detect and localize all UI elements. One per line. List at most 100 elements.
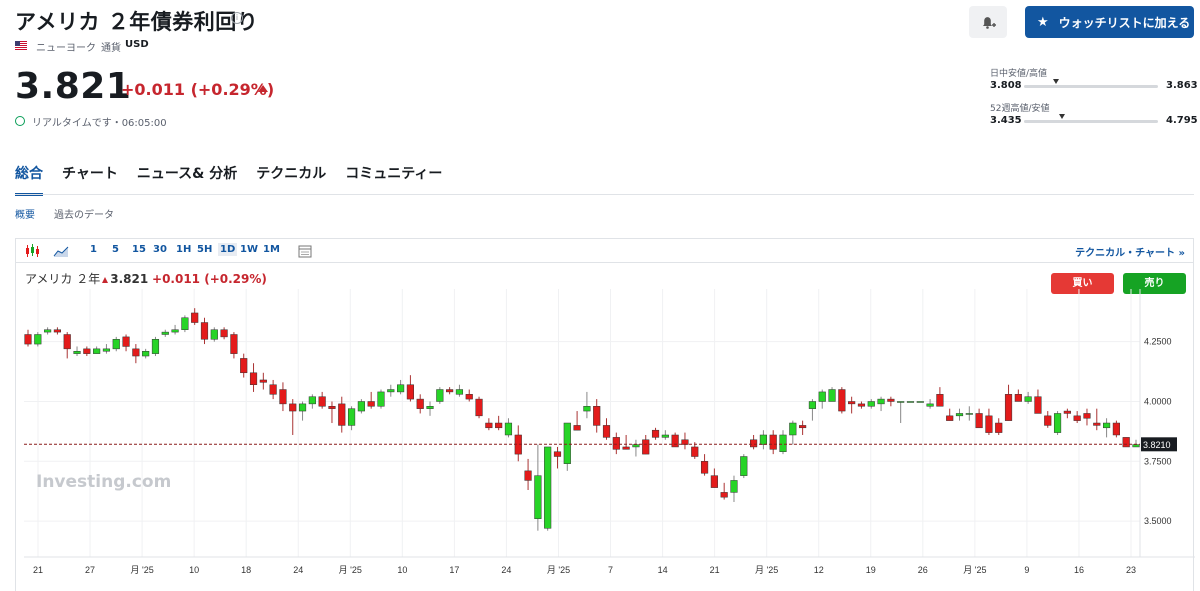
star-icon: ★ — [1037, 14, 1049, 30]
y-tick-label: 4.2500 — [1144, 337, 1172, 347]
tab-news[interactable]: ニュース& 分析 — [136, 166, 238, 182]
candle-body — [563, 422, 571, 464]
interval-1m[interactable]: 1M — [263, 244, 280, 255]
candle-body — [446, 389, 454, 393]
candle-body — [534, 475, 542, 519]
interval-15[interactable]: 15 — [132, 244, 146, 255]
candle-body — [426, 406, 434, 409]
x-tick-label: 24 — [501, 565, 511, 575]
candle-body — [789, 422, 797, 436]
page-title: アメリカ ２年債券利回り — [15, 10, 259, 34]
candle-body — [259, 379, 267, 383]
chart-price: 3.821 — [110, 272, 149, 286]
price-change: +0.011 (+0.29%) — [121, 80, 275, 99]
us-flag-icon — [15, 41, 27, 50]
alert-button[interactable] — [969, 6, 1007, 38]
technical-chart-link[interactable]: テクニカル・チャート » — [1075, 248, 1185, 259]
tab-overview[interactable]: 総合 — [15, 163, 43, 196]
chart-widget: 1 5 15 30 1H 5H 1D 1W 1M テクニカル・チャート » アメ… — [15, 238, 1195, 591]
candle-body — [691, 446, 699, 457]
candle-body — [1063, 410, 1071, 414]
candle-body — [298, 403, 307, 412]
x-tick-label: 14 — [658, 565, 668, 575]
candle-body — [524, 470, 532, 481]
candle-body — [1132, 444, 1140, 448]
interval-30[interactable]: 30 — [153, 244, 167, 255]
candle-body — [818, 391, 826, 402]
x-tick-label: 10 — [397, 565, 407, 575]
x-tick-label: 26 — [918, 565, 928, 575]
candlestick-type-icon[interactable] — [24, 244, 40, 258]
candle-body — [455, 389, 464, 395]
buy-button[interactable]: 買い — [1051, 273, 1114, 294]
candle-body — [877, 398, 885, 405]
tab-chart[interactable]: チャート — [62, 166, 118, 182]
candle-body — [249, 372, 258, 385]
candle-body — [181, 317, 189, 330]
candle-body — [720, 492, 728, 498]
last-price-label: 3.8210 — [1143, 440, 1171, 450]
interval-1d[interactable]: 1D — [218, 243, 238, 256]
add-to-watchlist-button[interactable]: ★ ウォッチリストに加える — [1025, 6, 1194, 38]
candle-body — [308, 396, 316, 405]
candle-body — [750, 439, 758, 448]
candle-body — [573, 425, 581, 431]
x-tick-label: 12 — [814, 565, 824, 575]
interval-5h[interactable]: 5H — [197, 244, 213, 255]
candle-body — [328, 406, 336, 409]
candle-body — [44, 329, 52, 333]
candle-body — [377, 391, 385, 407]
candle-body — [887, 398, 895, 402]
day-low: 3.808 — [990, 80, 1022, 91]
candle-body — [848, 401, 856, 405]
candle-body — [436, 389, 444, 402]
investing-watermark: Investing.com — [36, 472, 171, 492]
candle-body — [485, 422, 493, 429]
info-icon[interactable]: i — [231, 12, 243, 24]
interval-1[interactable]: 1 — [90, 244, 97, 255]
x-tick-label: 月 '25 — [130, 565, 153, 575]
subtab-summary[interactable]: 概要 — [15, 210, 35, 221]
candle-body — [200, 322, 209, 340]
interval-1h[interactable]: 1H — [176, 244, 192, 255]
tab-technical[interactable]: テクニカル — [256, 166, 327, 182]
x-tick-label: 27 — [85, 565, 95, 575]
candle-body — [53, 329, 61, 333]
sell-button[interactable]: 売り — [1123, 273, 1186, 294]
subtab-historical-data[interactable]: 過去のデータ — [54, 210, 114, 221]
candle-body — [338, 403, 346, 426]
candle-body — [83, 348, 91, 354]
candle-body — [1014, 394, 1022, 402]
candle-body — [544, 446, 552, 529]
chart-change: +0.011 (+0.29%) — [152, 272, 267, 286]
calendar-icon[interactable] — [298, 244, 312, 258]
candle-body — [495, 422, 503, 429]
area-chart-type-icon[interactable] — [53, 244, 69, 258]
day-range-marker — [1053, 79, 1060, 84]
candle-body — [34, 334, 42, 345]
interval-5[interactable]: 5 — [112, 244, 119, 255]
candle-body — [916, 401, 924, 403]
candle-body — [397, 384, 405, 393]
candle-body — [475, 398, 483, 417]
x-tick-label: 21 — [710, 565, 720, 575]
candlestick-chart[interactable]: 21 27 月 '25 10 18 24 月 '25 10 17 24 月 '25 7 14 21 月 '2… — [16, 239, 1195, 591]
candle-body — [357, 401, 365, 412]
candle-body — [661, 434, 669, 438]
candle-body — [612, 437, 620, 450]
candle-body — [593, 406, 601, 426]
year-range-label: 52週高値/安値 — [990, 104, 1050, 114]
interval-1w[interactable]: 1W — [240, 244, 258, 255]
tab-community[interactable]: コミュニティー — [345, 166, 443, 182]
candle-body — [191, 312, 199, 323]
candle-body — [289, 403, 297, 412]
y-tick-label: 4.0000 — [1144, 396, 1172, 406]
tab-divider — [15, 194, 1194, 195]
year-low: 3.435 — [990, 115, 1022, 126]
candle-body — [1103, 422, 1111, 429]
x-tick-label: 月 '25 — [339, 565, 362, 575]
candle-body — [975, 413, 983, 429]
up-arrow-icon — [258, 85, 268, 92]
candle-body — [142, 350, 150, 357]
candle-body — [828, 389, 836, 402]
